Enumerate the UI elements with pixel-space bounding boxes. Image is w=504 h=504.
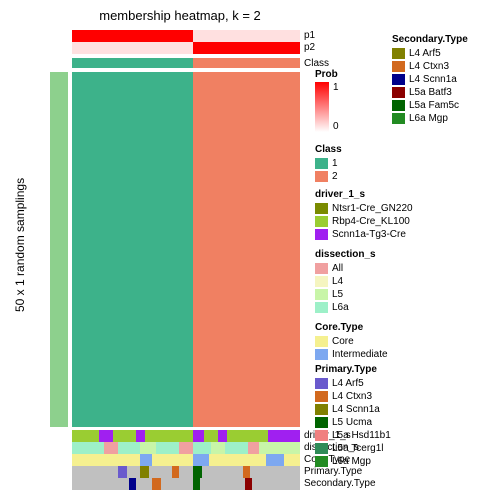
label-p2: p2 [304, 42, 315, 53]
legend-Core.Type: Core.TypeCoreIntermediate [315, 318, 388, 361]
legend-Primary.Type: Primary.Type L4 Arf5L4 Ctxn3L4 Scnn1aL5 U… [315, 360, 391, 468]
swatch [315, 456, 328, 467]
swatch [392, 87, 405, 98]
legend-item: All [315, 262, 376, 275]
label-p1: p1 [304, 30, 315, 41]
legend-Prob: Prob10 [315, 65, 339, 132]
legend-item: L5a Tcerg1l [315, 442, 391, 455]
top-bar-p2 [72, 42, 300, 54]
legend-item: L4 Ctxn3 [315, 390, 391, 403]
swatch [392, 61, 405, 72]
legend-item: L5a Fam5c [392, 99, 468, 112]
legend-item: L5 [315, 288, 376, 301]
side-bar [50, 72, 68, 427]
legend-Secondary.Type: Secondary.TypeL4 Arf5L4 Ctxn3L4 Scnn1aL5… [392, 30, 468, 125]
legend-item: Ntsr1-Cre_GN220 [315, 202, 413, 215]
swatch [315, 171, 328, 182]
legend-item: L6a Mgp [315, 455, 391, 468]
swatch [315, 263, 328, 274]
anno-Core.Type [72, 454, 300, 466]
legend-item: Rbp4-Cre_KL100 [315, 215, 413, 228]
legend-driver_1_s: driver_1_s Ntsr1-Cre_GN220Rbp4-Cre_KL100S… [315, 185, 413, 241]
legend-item: 2 [315, 170, 342, 183]
swatch [315, 289, 328, 300]
swatch [315, 417, 328, 428]
anno-label-Secondary.Type: Secondary.Type [304, 478, 376, 489]
swatch [315, 229, 328, 240]
swatch [392, 48, 405, 59]
legend-title: driver_1_s [315, 189, 413, 200]
swatch [392, 113, 405, 124]
legend-Class: Class 12 [315, 140, 342, 183]
swatch [315, 158, 328, 169]
legend-title: Secondary.Type [392, 34, 468, 45]
legend-item: L4 Arf5 [392, 47, 468, 60]
swatch [315, 302, 328, 313]
swatch [315, 378, 328, 389]
swatch [392, 74, 405, 85]
legend-item: L4 [315, 275, 376, 288]
legend-item: L6a [315, 301, 376, 314]
swatch [315, 336, 328, 347]
anno-Secondary.Type [72, 478, 300, 490]
legend-item: L5 Ucma [315, 416, 391, 429]
top-bar-p1 [72, 30, 300, 42]
legend-title: Class [315, 144, 342, 155]
legend-title: Prob [315, 69, 339, 80]
legend-item: Core [315, 335, 388, 348]
swatch [315, 216, 328, 227]
legend-title: dissection_s [315, 249, 376, 260]
legend-title: Core.Type [315, 322, 388, 333]
swatch [315, 276, 328, 287]
legend-item: Scnn1a-Tg3-Cre [315, 228, 413, 241]
top-bar-class [72, 58, 300, 68]
swatch [315, 443, 328, 454]
legend-item: L4 Scnn1a [315, 403, 391, 416]
anno-driver_1_s [72, 430, 300, 442]
swatch [315, 349, 328, 360]
swatch [315, 430, 328, 441]
anno-dissection_s [72, 442, 300, 454]
swatch [315, 391, 328, 402]
gradient-bar [315, 82, 329, 132]
heatmap-body [72, 72, 300, 427]
legend-item: L5a Batf3 [392, 86, 468, 99]
legend-item: L6a Mgp [392, 112, 468, 125]
swatch [392, 100, 405, 111]
swatch [315, 404, 328, 415]
legend-item: L4 Ctxn3 [392, 60, 468, 73]
legend-item: L4 Arf5 [315, 377, 391, 390]
chart-title: membership heatmap, k = 2 [80, 8, 280, 23]
legend-dissection_s: dissection_s AllL4L5L6a [315, 245, 376, 314]
legend-item: L4 Scnn1a [392, 73, 468, 86]
y-axis-label: 50 x 1 random samplings [13, 162, 27, 312]
legend-item: L5a Hsd11b1 [315, 429, 391, 442]
swatch [315, 203, 328, 214]
legend-title: Primary.Type [315, 364, 391, 375]
legend-item: 1 [315, 157, 342, 170]
anno-Primary.Type [72, 466, 300, 478]
